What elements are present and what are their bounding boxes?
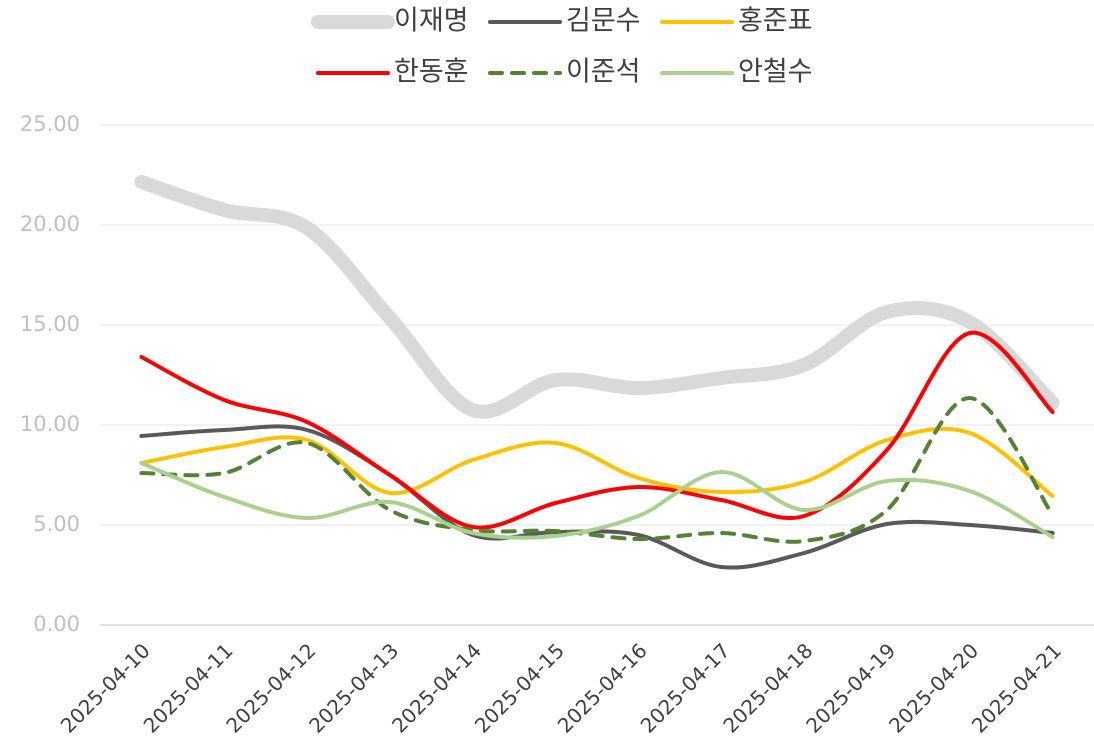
y-tick-label: 20.00 — [20, 212, 80, 236]
x-tick-label: 2025-04-21 — [967, 638, 1066, 737]
series-line — [134, 175, 1060, 419]
y-tick-label: 25.00 — [20, 112, 80, 136]
y-tick-label: 15.00 — [20, 312, 80, 336]
series-line — [139, 330, 1055, 530]
legend-label: 이준석 — [566, 57, 641, 88]
legend-label: 한동훈 — [394, 57, 469, 88]
series-line — [139, 461, 1055, 540]
legend-label: 김문수 — [566, 6, 641, 37]
legend-label: 안철수 — [738, 57, 813, 88]
series-line — [139, 395, 1055, 544]
legend-label: 홍준표 — [738, 6, 813, 37]
series-line — [139, 426, 1055, 498]
legend-label: 이재명 — [394, 6, 469, 37]
y-tick-label: 0.00 — [33, 612, 80, 636]
y-tick-label: 10.00 — [20, 412, 80, 436]
y-tick-label: 5.00 — [33, 512, 80, 536]
